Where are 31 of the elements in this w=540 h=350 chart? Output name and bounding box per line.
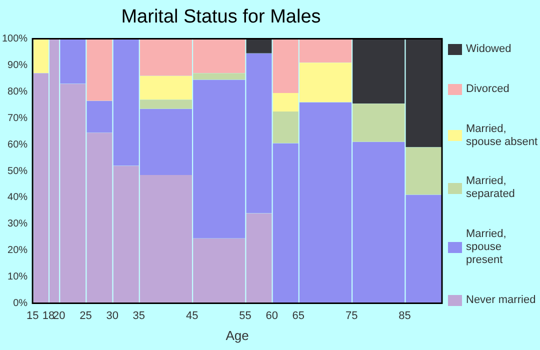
legend-label: Never married xyxy=(466,294,536,307)
x-tick-label: 60 xyxy=(266,310,278,322)
x-tick-label: 55 xyxy=(239,310,252,322)
y-tick-label: 30% xyxy=(8,218,28,230)
legend-label: Married, spouse present xyxy=(466,228,508,267)
y-tick-label: 100% xyxy=(2,34,28,45)
y-tick-label: 80% xyxy=(8,86,28,98)
x-tick-label: 75 xyxy=(345,310,358,322)
y-tick-label: 0% xyxy=(13,298,28,309)
y-tick-label: 50% xyxy=(8,166,28,177)
x-tick-label: 18 xyxy=(42,310,55,322)
y-tick-label: 10% xyxy=(8,272,28,283)
legend-label: Divorced xyxy=(466,82,510,96)
y-tick-label: 90% xyxy=(8,60,28,71)
chart-title: Marital Status for Males xyxy=(121,6,321,28)
x-tick-label: 25 xyxy=(80,310,92,322)
x-tick-label: 20 xyxy=(53,310,66,322)
x-tick-label: 15 xyxy=(26,310,39,322)
y-tick-label: 60% xyxy=(8,139,28,150)
legend-label: Married, spouse absent xyxy=(466,122,538,149)
y-tick-label: 70% xyxy=(8,112,28,124)
y-tick-label: 20% xyxy=(8,245,28,256)
x-tick-label: 35 xyxy=(132,310,146,322)
legend-label: Widowed xyxy=(466,43,512,56)
x-axis-title: Age xyxy=(226,328,249,343)
legend-label: Married, separated xyxy=(466,175,516,202)
x-tick-label: 45 xyxy=(186,310,198,322)
x-tick-label: 85 xyxy=(398,310,411,322)
y-tick-label: 40% xyxy=(8,192,28,204)
x-tick-label: 65 xyxy=(292,310,305,322)
x-tick-label: 30 xyxy=(106,310,118,322)
